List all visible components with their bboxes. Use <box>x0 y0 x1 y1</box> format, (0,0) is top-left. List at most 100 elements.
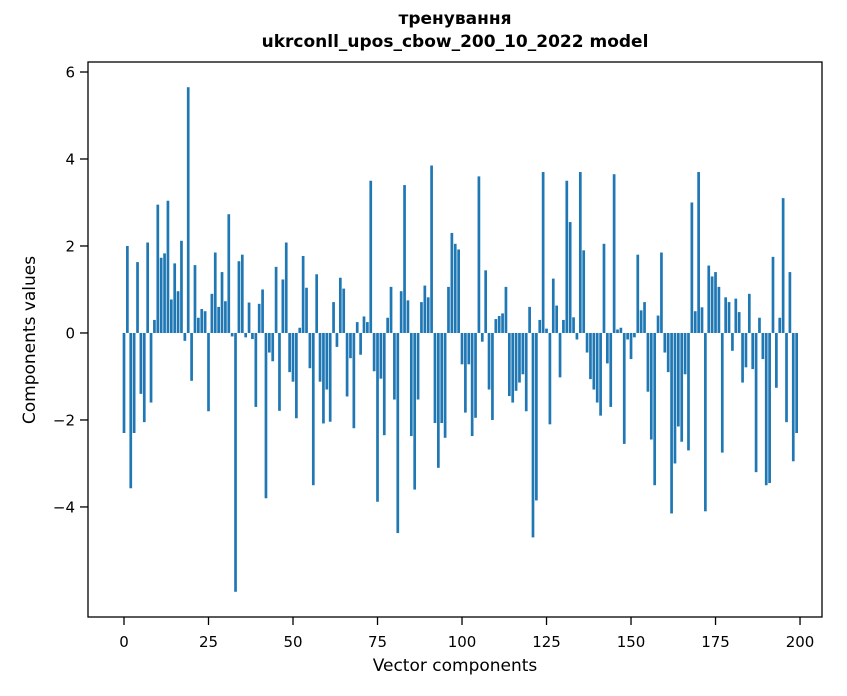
x-tick-label: 125 <box>532 633 561 651</box>
bar <box>700 307 704 333</box>
bar <box>720 332 724 453</box>
bar <box>450 232 454 333</box>
bar <box>724 297 728 333</box>
bar <box>213 252 217 333</box>
bar <box>734 298 738 333</box>
bar <box>643 302 646 333</box>
bar <box>795 332 798 434</box>
bar <box>470 332 474 437</box>
bar <box>558 332 562 378</box>
bar <box>660 252 663 333</box>
y-tick-label: 6 <box>65 64 75 82</box>
bar <box>322 332 325 424</box>
bar <box>687 332 690 451</box>
bar <box>545 328 548 333</box>
bar <box>676 332 680 427</box>
bar <box>761 332 765 360</box>
bar <box>389 286 393 333</box>
bar <box>369 180 373 333</box>
bar <box>315 274 319 333</box>
bar <box>291 332 295 382</box>
bar <box>328 332 332 422</box>
bar <box>565 180 569 333</box>
y-tick-label: −2 <box>53 411 75 429</box>
bar <box>197 317 200 333</box>
bar <box>349 332 352 359</box>
bar <box>548 332 552 425</box>
x-tick-label: 150 <box>617 633 646 651</box>
bar <box>585 332 589 353</box>
bar <box>457 249 460 333</box>
bar <box>477 176 481 333</box>
y-tick-label: 2 <box>65 237 75 255</box>
bar <box>683 332 687 375</box>
bar <box>636 254 640 333</box>
bar <box>670 332 673 514</box>
x-tick-label: 175 <box>701 633 730 651</box>
bar <box>487 332 491 390</box>
bar <box>308 332 312 369</box>
bar <box>447 286 450 333</box>
bar <box>673 332 677 464</box>
bar <box>480 332 484 342</box>
bar <box>443 332 447 438</box>
bar <box>166 200 170 333</box>
bar <box>251 332 254 340</box>
bar <box>159 257 163 333</box>
bar <box>264 332 268 499</box>
x-tick-label: 100 <box>448 633 477 651</box>
bar <box>507 332 511 397</box>
bar <box>169 299 173 333</box>
bar <box>173 263 177 333</box>
bar <box>318 332 322 382</box>
bar <box>524 332 528 412</box>
bar <box>629 332 633 360</box>
bar <box>366 322 369 333</box>
y-tick-label: 4 <box>65 150 75 168</box>
bar <box>257 303 261 333</box>
bar <box>646 332 650 392</box>
bar <box>399 291 403 333</box>
bar <box>338 277 342 333</box>
bar <box>562 319 565 333</box>
bar <box>504 286 508 333</box>
bar <box>653 332 657 486</box>
bar <box>484 270 488 333</box>
bar <box>633 332 636 338</box>
bar <box>203 311 207 333</box>
x-tick-label: 200 <box>786 633 815 651</box>
bar <box>514 332 518 391</box>
bar <box>693 311 697 333</box>
bar <box>619 327 623 333</box>
bar <box>254 332 258 407</box>
bar <box>298 327 302 333</box>
bar <box>575 332 579 340</box>
bar <box>741 332 744 383</box>
x-tick-label: 25 <box>199 633 218 651</box>
bar <box>426 297 430 333</box>
x-axis-label: Vector components <box>372 656 538 676</box>
bar <box>393 332 396 400</box>
bar <box>332 302 335 333</box>
y-tick-label: −4 <box>53 498 75 516</box>
bar <box>423 285 427 333</box>
bar <box>663 332 667 353</box>
bar <box>751 332 755 370</box>
bar <box>142 332 146 423</box>
bar <box>758 317 761 333</box>
bar <box>680 332 684 442</box>
bar <box>156 204 160 333</box>
bar <box>396 332 400 534</box>
bar <box>612 174 616 333</box>
bar <box>244 332 248 338</box>
bar <box>240 254 244 333</box>
bar <box>754 332 758 473</box>
bar <box>622 332 626 444</box>
plot-frame <box>87 61 823 618</box>
bar <box>183 332 187 341</box>
bar <box>538 319 542 333</box>
bar <box>599 332 602 416</box>
bar <box>382 332 386 436</box>
bar <box>136 262 139 333</box>
y-tick-label: 0 <box>65 324 75 342</box>
